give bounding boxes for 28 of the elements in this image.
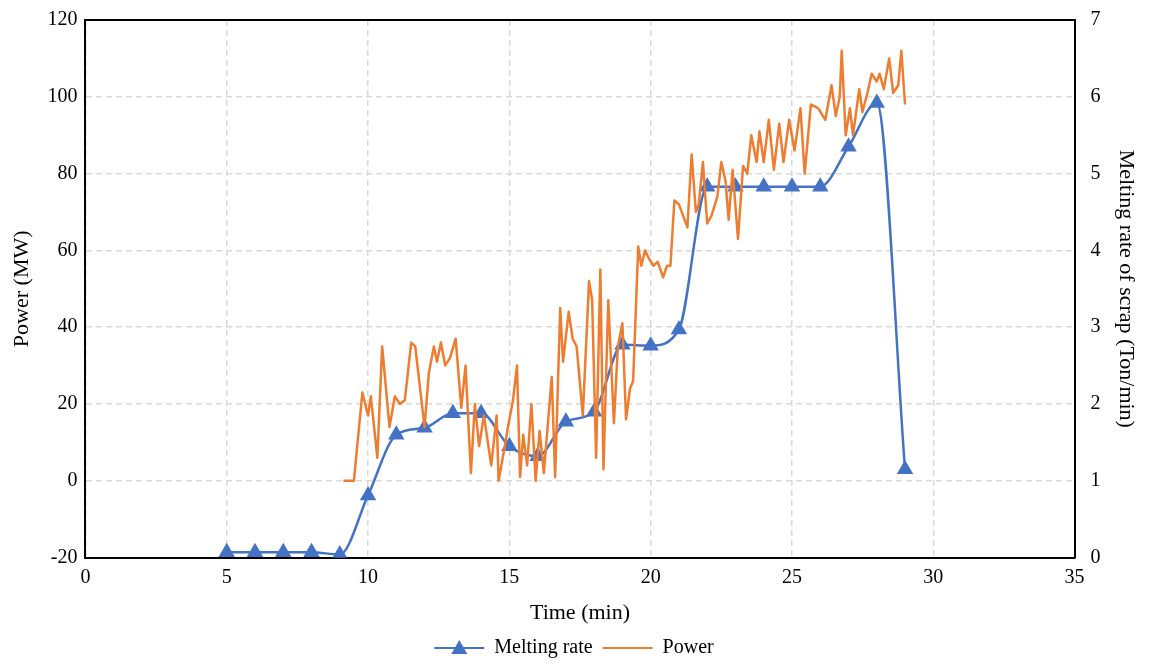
y-tick-label: 40 <box>57 314 78 337</box>
y2-tick-label: 5 <box>1090 160 1101 183</box>
y2-tick-label: 1 <box>1090 468 1101 491</box>
y-tick-label: 20 <box>57 391 78 414</box>
y2-axis-title: Melting rate of scrap (Ton/min) <box>1115 149 1141 428</box>
y2-tick-label: 0 <box>1090 544 1101 567</box>
y2-tick-label: 6 <box>1090 84 1101 107</box>
x-tick-label: 10 <box>358 564 379 587</box>
legend-label: Melting rate <box>494 635 593 659</box>
y-tick-label: 80 <box>57 160 78 183</box>
y2-tick-label: 3 <box>1090 314 1101 337</box>
x-tick-label: 35 <box>1064 564 1085 587</box>
y2-tick-label: 2 <box>1090 391 1101 414</box>
legend-label: Power <box>662 635 715 658</box>
y-tick-label: 100 <box>47 84 78 107</box>
x-tick-label: 5 <box>221 564 232 587</box>
x-tick-label: 25 <box>781 564 802 587</box>
y-tick-label: 60 <box>57 237 78 260</box>
y2-tick-label: 7 <box>1090 7 1101 30</box>
x-tick-label: 30 <box>923 564 944 587</box>
y-axis-title: Power (MW) <box>7 230 33 348</box>
x-axis-title: Time (min) <box>529 598 631 624</box>
x-tick-label: 15 <box>499 564 520 587</box>
y-tick-label: 120 <box>47 7 78 30</box>
y2-tick-label: 4 <box>1090 237 1101 260</box>
x-tick-label: 20 <box>640 564 661 587</box>
y-tick-label: -20 <box>50 544 78 567</box>
y-tick-label: 0 <box>67 468 78 491</box>
